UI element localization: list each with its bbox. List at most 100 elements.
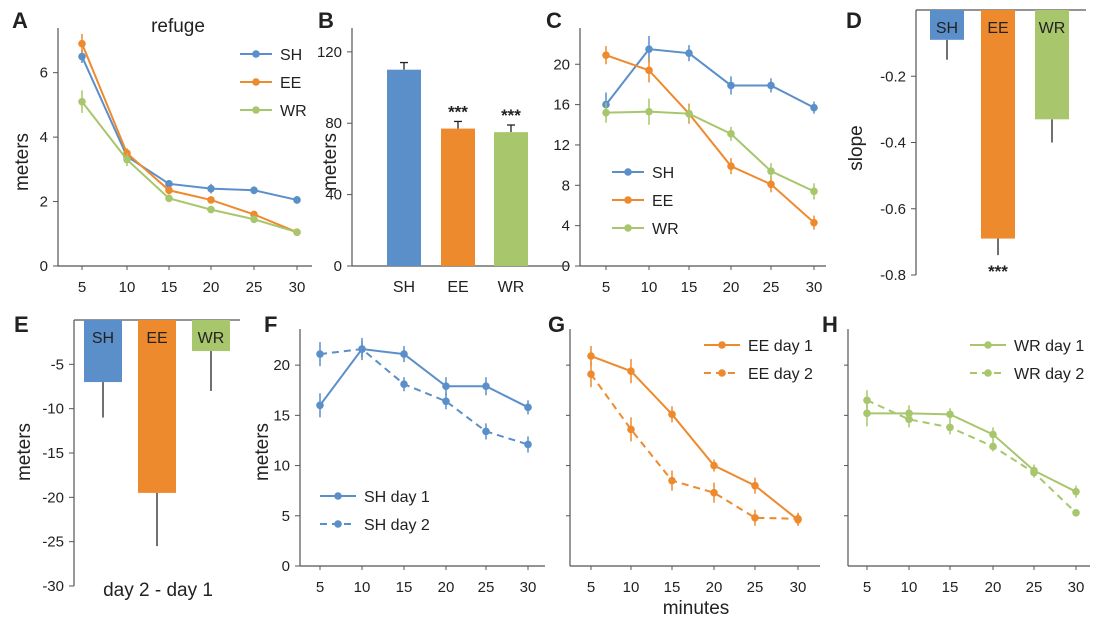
panel-f-data-point — [524, 440, 532, 449]
panel-a-legend-marker — [252, 78, 260, 86]
panel-d-ytick-label: -0.8 — [880, 267, 906, 284]
panel-c-data-point — [767, 180, 775, 189]
panel-f-xtick-label: 10 — [354, 579, 371, 596]
panel-c-data-point — [810, 218, 818, 227]
panel-a-xtick-label: 5 — [78, 279, 86, 296]
panel-b-ytick-label: 40 — [325, 187, 342, 204]
panel-d-bar — [1035, 10, 1069, 120]
panel-a-data-point — [293, 228, 301, 236]
panel-g-xtick-label: 5 — [587, 579, 595, 596]
panel-label-h: H — [822, 312, 838, 337]
panel-f-xtick-label: 25 — [478, 579, 495, 596]
panel-a-title: refuge — [151, 16, 205, 37]
panel-f-data-point — [358, 345, 366, 353]
panel-h-xtick-label: 15 — [942, 579, 959, 596]
panel-h-xtick-label: 20 — [985, 579, 1002, 596]
panel-c-legend-marker — [624, 196, 632, 204]
panel-a-data-point — [165, 180, 173, 188]
panel-e-category-label: WR — [198, 330, 225, 347]
panel-d-ytick-label: -0.2 — [880, 68, 906, 85]
panel-c-data-point — [727, 81, 735, 90]
panel-c-data-point — [810, 103, 818, 112]
panel-a-ytick-label: 6 — [40, 65, 48, 82]
panel-h-xtick-label: 30 — [1068, 579, 1085, 596]
panel-e-ytick-label: -25 — [42, 534, 64, 551]
panel-a-xtick-label: 25 — [246, 279, 263, 296]
panel-e-category-label: EE — [146, 330, 167, 347]
panel-label-b: B — [318, 8, 334, 33]
panel-c-data-point — [727, 130, 735, 138]
panel-f-legend-marker — [334, 520, 342, 528]
panel-h-series-line — [866, 399, 1077, 514]
panel-c-data-point — [602, 51, 610, 59]
panel-e-ylabel: meters — [14, 423, 35, 481]
panel-b-significance: *** — [448, 102, 468, 121]
panel-c-series-line — [605, 48, 815, 109]
panel-label-e: E — [14, 312, 29, 337]
panel-f-series-line — [319, 347, 529, 409]
panel-b-bar — [387, 69, 421, 266]
panel-d-bar — [930, 10, 964, 40]
panel-c-data-point — [810, 187, 818, 196]
panel-h-xtick-label: 25 — [1026, 579, 1043, 596]
panel-b-ytick-label: 80 — [325, 115, 342, 132]
panel-b-significance: *** — [501, 106, 521, 125]
panel-f-data-point — [524, 403, 532, 412]
panel-a-xtick-label: 10 — [119, 279, 136, 296]
panel-a-data-point — [123, 155, 131, 164]
panel-g-data-point — [668, 410, 676, 419]
panel-h-data-point — [1030, 468, 1038, 477]
panel-f-data-point — [442, 397, 450, 406]
panel-c-data-point — [645, 66, 653, 75]
panel-g-data-point — [794, 514, 802, 523]
panel-f-data-point — [442, 382, 450, 391]
panel-h-legend-label: WR day 2 — [1014, 366, 1084, 383]
panel-a-legend-marker — [252, 50, 260, 58]
panel-b-ylabel: meters — [320, 133, 341, 191]
panel-e-xlabel: day 2 - day 1 — [103, 580, 213, 601]
panel-a-series-line — [81, 56, 298, 201]
panel-c-ytick-label: 12 — [553, 137, 570, 154]
panel-h-data-point — [863, 409, 871, 418]
panel-c-data-point — [645, 107, 653, 116]
panel-g-xtick-label: 30 — [790, 579, 807, 596]
panel-a-xtick-label: 30 — [289, 279, 306, 296]
panel-d-category-label: SH — [936, 20, 958, 37]
panel-a-series-line — [81, 101, 298, 234]
panel-b-bar — [441, 128, 475, 266]
panel-f-ytick-label: 0 — [282, 558, 290, 575]
panel-a-series-line — [81, 43, 298, 234]
panel-g-legend-marker — [718, 341, 726, 349]
panel-label-g: G — [548, 312, 565, 337]
panel-h-xtick-label: 5 — [863, 579, 871, 596]
panel-e-bar — [192, 320, 230, 352]
panel-label-d: D — [846, 8, 862, 33]
panel-g-xtick-label: 25 — [747, 579, 764, 596]
panel-h-data-point — [989, 430, 997, 439]
panel-g-data-point — [627, 367, 635, 375]
panel-a-legend-label: WR — [280, 103, 307, 120]
panel-g-series-line — [590, 373, 799, 520]
panel-g-data-point — [627, 425, 635, 434]
panel-g-data-point — [668, 476, 676, 485]
panel-a-legend-marker — [252, 106, 260, 114]
panel-a-data-point — [207, 205, 215, 214]
panel-b-category-label: WR — [498, 279, 525, 296]
panel-f-data-point — [482, 382, 490, 391]
panel-d-category-label: EE — [987, 20, 1008, 37]
panel-b-category-label: EE — [447, 279, 468, 296]
panel-f-data-point — [482, 427, 490, 436]
panel-a-data-point — [78, 52, 86, 61]
panel-c-data-point — [645, 45, 653, 53]
panel-a-ytick-label: 2 — [40, 194, 48, 211]
panel-f-ylabel: meters — [252, 423, 273, 481]
panel-a-data-point — [78, 97, 86, 106]
panel-a-xtick-label: 20 — [203, 279, 220, 296]
panel-c-legend-label: EE — [652, 193, 673, 210]
panel-c-xtick-label: 15 — [681, 279, 698, 296]
panel-g-data-point — [587, 370, 595, 378]
panel-f-xtick-label: 20 — [438, 579, 455, 596]
panel-a-data-point — [78, 39, 86, 48]
panel-f-ytick-label: 20 — [273, 357, 290, 374]
panel-f-ytick-label: 5 — [282, 508, 290, 525]
